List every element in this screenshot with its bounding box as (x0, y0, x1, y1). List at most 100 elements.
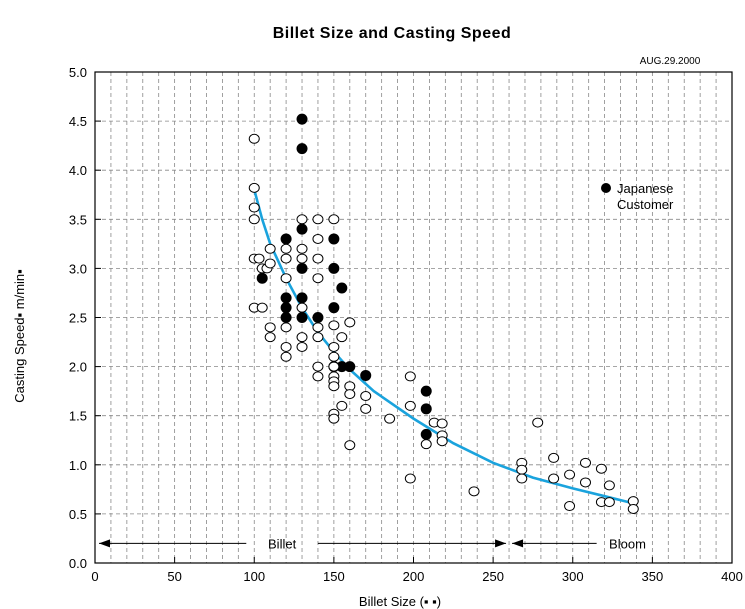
billet-arrow-left (99, 539, 247, 548)
y-tick-label: 1.0 (69, 458, 87, 473)
bloom-arrow-left (512, 539, 597, 548)
data-point-other (603, 497, 615, 508)
data-point-other (532, 417, 544, 428)
data-point-other (312, 361, 324, 372)
date-label: AUG.29.2000 (640, 56, 701, 67)
data-point-japanese (256, 272, 268, 284)
data-point-other (420, 439, 432, 450)
data-point-other (404, 400, 416, 411)
x-tick-label: 50 (167, 569, 181, 584)
data-point-other (248, 214, 260, 225)
data-point-japanese (280, 233, 292, 245)
data-point-other (328, 413, 340, 424)
data-point-other (603, 480, 615, 491)
data-point-other (312, 322, 324, 333)
data-point-other (264, 332, 276, 343)
data-point-other (404, 371, 416, 382)
bloom-label: Bloom (609, 536, 646, 551)
billet-label: Billet (268, 536, 297, 551)
data-point-other (248, 202, 260, 213)
data-point-other (264, 322, 276, 333)
data-point-japanese (312, 312, 324, 323)
data-point-other (564, 501, 576, 512)
data-point-other (595, 463, 607, 474)
data-point-japanese (328, 302, 340, 314)
data-point-other (436, 418, 448, 429)
data-point-japanese (420, 403, 432, 415)
data-point-other (564, 469, 576, 480)
data-point-other (312, 273, 324, 284)
legend: Japanese Customer (601, 181, 674, 212)
data-point-other (248, 133, 260, 144)
x-axis-label: Billet Size (▪ ▪) (359, 594, 441, 609)
data-point-other (312, 253, 324, 264)
region-annotations: Billet Bloom (99, 536, 646, 551)
legend-marker-filled (601, 183, 611, 193)
data-point-japanese (296, 292, 308, 304)
data-point-other (280, 341, 292, 352)
data-point-other (360, 391, 372, 402)
data-point-other (296, 341, 308, 352)
data-point-other (404, 473, 416, 484)
axis-ticks: 0 50 100 150 200 250 300 350 400 0.0 0.5 1.0 1.5 2.0 2… (69, 65, 743, 584)
legend-label-line1: Japanese (617, 181, 673, 196)
legend-label-line2: Customer (617, 197, 674, 212)
y-tick-label: 5.0 (69, 65, 87, 80)
x-tick-label: 100 (243, 569, 265, 584)
data-points (248, 113, 639, 514)
y-tick-label: 0.0 (69, 556, 87, 571)
x-tick-label: 350 (642, 569, 664, 584)
data-point-other (344, 317, 356, 328)
data-point-other (256, 302, 268, 313)
data-point-other (248, 182, 260, 193)
data-point-other (296, 253, 308, 264)
billet-arrow-left-head (99, 539, 110, 548)
data-point-japanese (296, 312, 308, 323)
y-tick-label: 2.0 (69, 360, 87, 375)
billet-arrow-right-head (495, 539, 507, 548)
y-tick-label: 0.5 (69, 507, 87, 522)
billet-arrow-right (317, 539, 507, 548)
data-point-other (579, 457, 591, 468)
chart-title: Billet Size and Casting Speed (273, 25, 512, 42)
data-point-other (360, 403, 372, 414)
data-point-other (336, 400, 348, 411)
data-point-other (253, 253, 265, 264)
data-point-japanese (328, 233, 340, 245)
data-point-other (328, 214, 340, 225)
data-point-other (328, 381, 340, 392)
data-point-other (328, 351, 340, 362)
data-point-other (548, 452, 560, 463)
data-point-other (328, 341, 340, 352)
x-tick-label: 400 (721, 569, 743, 584)
y-tick-label: 4.0 (69, 163, 87, 178)
data-point-other (312, 332, 324, 343)
data-point-other (579, 477, 591, 488)
data-point-other (548, 473, 560, 484)
data-point-japanese (360, 369, 372, 381)
data-point-japanese (296, 262, 308, 274)
data-point-other (516, 464, 528, 475)
data-point-other (296, 332, 308, 343)
data-point-other (312, 233, 324, 244)
data-point-other (328, 320, 340, 331)
data-point-japanese (296, 113, 308, 125)
x-tick-label: 200 (403, 569, 425, 584)
y-axis-label: Casting Speed▪ m/min▪ (12, 269, 27, 403)
data-point-other (516, 473, 528, 484)
data-point-other (264, 258, 276, 269)
data-point-japanese (336, 282, 348, 294)
data-point-other (344, 440, 356, 451)
data-point-other (280, 273, 292, 284)
y-tick-label: 4.5 (69, 114, 87, 129)
data-point-japanese (296, 143, 308, 155)
data-point-japanese (280, 292, 292, 304)
y-tick-label: 3.5 (69, 212, 87, 227)
data-point-japanese (296, 223, 308, 235)
data-point-japanese (420, 385, 432, 397)
y-tick-label: 2.5 (69, 311, 87, 326)
x-tick-label: 0 (91, 569, 98, 584)
data-point-other (384, 413, 396, 424)
x-tick-label: 250 (482, 569, 504, 584)
